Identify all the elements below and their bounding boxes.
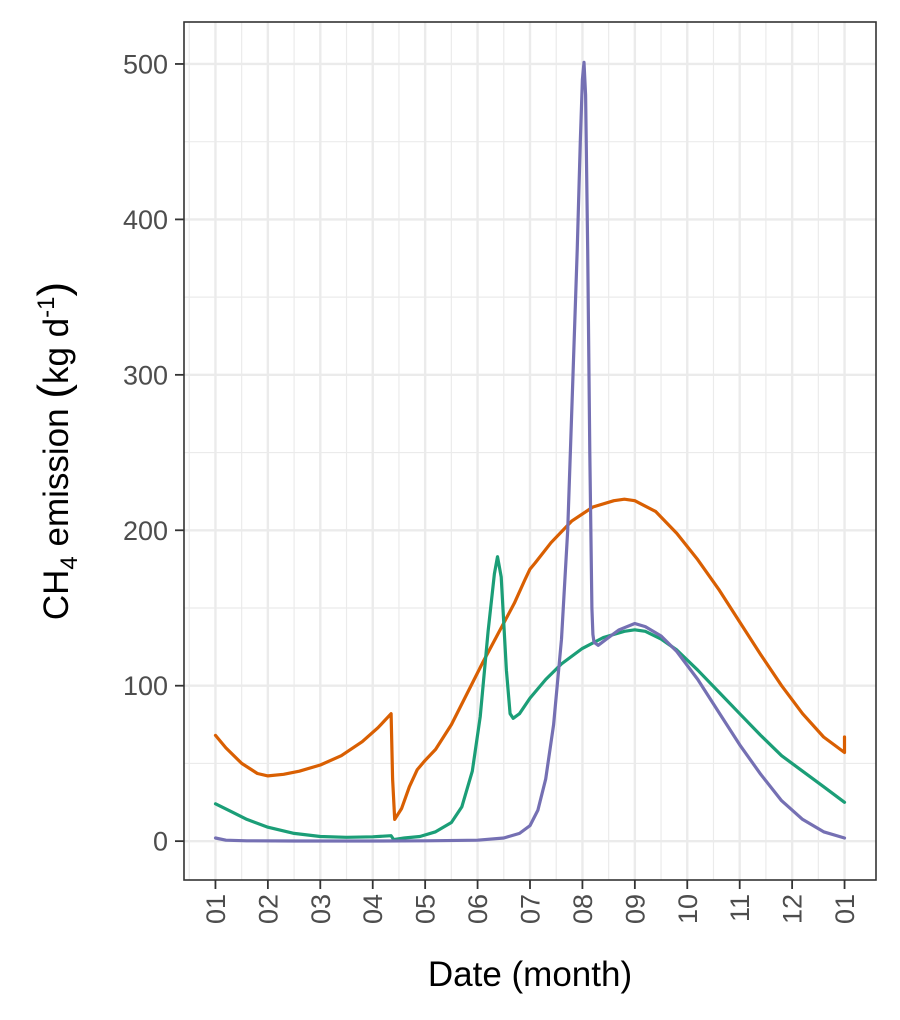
x-tick-label-9: 10	[673, 894, 703, 924]
y-tick-label-1: 100	[123, 671, 168, 701]
x-axis-title: Date (month)	[428, 955, 632, 994]
y-tick-label-2: 200	[123, 516, 168, 546]
series-layer	[213, 60, 847, 843]
series-line-1	[213, 497, 847, 821]
y-axis-title-prefix: CH	[37, 570, 76, 621]
x-tick-label-8: 09	[620, 894, 650, 924]
y-tick-label-4: 400	[123, 205, 168, 235]
x-tick-label-5: 06	[463, 894, 493, 924]
x-tick-label-4: 05	[411, 894, 441, 924]
major-gridlines	[184, 22, 876, 880]
x-axis: 01 02 03 04 05 06 07 08 09 10 11 12 01	[201, 880, 860, 924]
y-axis: 0 100 200 300 400 500	[123, 49, 184, 857]
x-tick-label-7: 08	[568, 894, 598, 924]
y-tick-label-3: 300	[123, 360, 168, 390]
series-line-2	[213, 555, 847, 842]
y-tick-label-0: 0	[153, 827, 168, 857]
series-line-3	[213, 60, 847, 843]
x-tick-label-12: 01	[830, 894, 860, 924]
x-tick-label-1: 02	[253, 894, 283, 924]
x-tick-label-6: 07	[516, 894, 546, 924]
y-axis-title: CH4 emission (kg d-1)	[29, 282, 83, 620]
x-tick-label-11: 12	[778, 894, 808, 924]
y-axis-title-unit: kg d	[37, 318, 76, 384]
x-tick-label-2: 03	[306, 894, 336, 924]
y-axis-title-middle: emission	[37, 399, 76, 557]
y-axis-title-superscript: -1	[33, 297, 60, 318]
y-axis-title-paren-close: )	[29, 282, 78, 297]
x-tick-label-3: 04	[358, 894, 388, 924]
y-axis-title-subscript: 4	[56, 556, 83, 569]
x-tick-label-0: 01	[201, 894, 231, 924]
y-tick-label-5: 500	[123, 49, 168, 79]
x-tick-label-10: 11	[725, 894, 755, 922]
y-axis-title-paren-open: (	[29, 384, 78, 399]
